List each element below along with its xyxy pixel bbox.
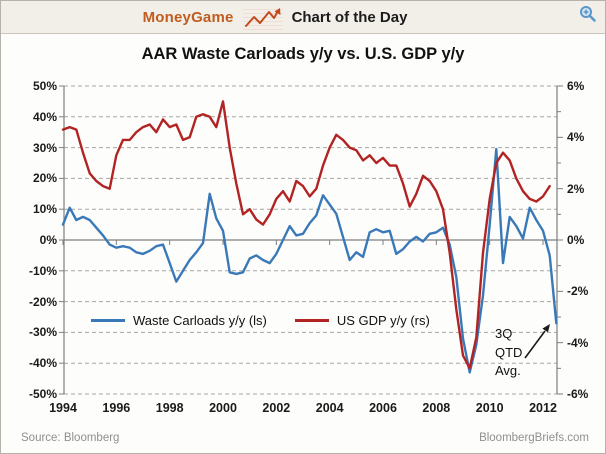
sparkline-arrow-icon: [242, 5, 283, 30]
header-title-group: MoneyGame Chart of the Day: [1, 1, 549, 34]
footer-site: BloombergBriefs.com: [479, 432, 589, 444]
legend-swatch-red: [294, 318, 329, 322]
magnifier-zoom-icon[interactable]: [579, 5, 597, 23]
footer-source: Source: Bloomberg: [21, 432, 120, 444]
legend-label-gdp: US GDP y/y (rs): [336, 312, 430, 328]
footer-bar: Source: Bloomberg BloombergBriefs.com: [1, 426, 605, 453]
header-bar: MoneyGame Chart of the Day: [1, 1, 605, 34]
legend-swatch-blue: [91, 318, 125, 322]
legend-item-waste-carloads: Waste Carloads y/y (ls): [91, 313, 267, 328]
annotation-3q-qtd-avg: 3Q QTD Avg.: [495, 326, 523, 378]
brand-title: MoneyGame: [142, 9, 234, 26]
legend: Waste Carloads y/y (ls) US GDP y/y (rs): [91, 311, 430, 329]
chart-title: AAR Waste Carloads y/y vs. U.S. GDP y/y: [141, 45, 465, 63]
legend-item-gdp: US GDP y/y (rs): [294, 312, 430, 328]
legend-label-waste-carloads: Waste Carloads y/y (ls): [133, 312, 267, 328]
section-title: Chart of the Day: [291, 9, 408, 26]
